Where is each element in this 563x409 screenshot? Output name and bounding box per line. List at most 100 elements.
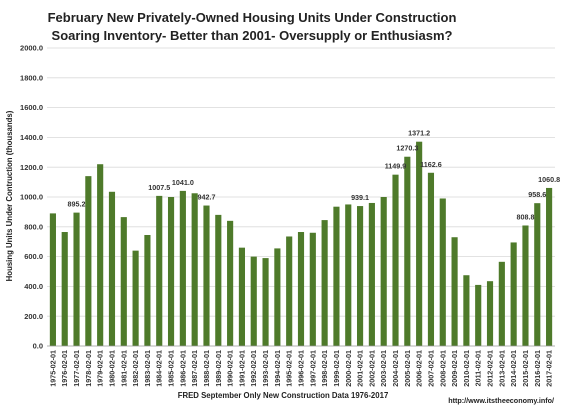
bar	[156, 195, 163, 346]
bar	[546, 187, 553, 346]
data-label: 1149.9	[385, 162, 407, 171]
bar	[49, 213, 56, 346]
bar	[439, 198, 446, 346]
bar	[286, 236, 293, 346]
y-axis-ticks: 0.0 200.0 400.0 600.0 800.0 1000.0 1200.0 1400.…	[20, 44, 43, 351]
x-tick-label: 1995-02-01	[285, 350, 294, 387]
bar	[238, 247, 246, 346]
y-tick-label: 2000.0	[20, 44, 43, 53]
x-tick-label: 2010-02-01	[462, 350, 471, 387]
x-tick-label: 1983-02-01	[143, 350, 152, 387]
x-tick-label: 1986-02-01	[178, 350, 187, 387]
data-label: 895.2	[68, 200, 86, 209]
y-tick-label: 1400.0	[20, 133, 43, 142]
x-tick-label: 1977-02-01	[72, 350, 81, 387]
x-tick-label: 2001-02-01	[356, 350, 365, 387]
bar	[498, 261, 505, 346]
bar	[475, 284, 482, 346]
bar	[274, 248, 281, 346]
x-tick-label: 2011-02-01	[474, 350, 483, 386]
bar	[61, 232, 68, 346]
x-tick-label: 1990-02-01	[226, 350, 235, 387]
data-label: 808.8	[516, 212, 534, 221]
x-tick-label: 1980-02-01	[107, 350, 116, 387]
bar	[510, 242, 517, 346]
y-tick-label: 1600.0	[20, 103, 43, 112]
x-tick-label: 1997-02-01	[308, 350, 317, 387]
bar	[404, 156, 411, 346]
x-tick-label: 1976-02-01	[60, 350, 69, 387]
bar	[534, 203, 541, 346]
data-label: 1270.3	[396, 144, 418, 153]
x-tick-label: 2013-02-01	[497, 350, 506, 387]
x-tick-label: 2016-02-01	[533, 350, 542, 387]
data-label: 942.7	[197, 193, 215, 202]
bar	[321, 220, 328, 346]
x-axis-ticks: 1975-02-01 1976-02-01 1977-02-01 1978-02-01…	[48, 350, 553, 387]
y-tick-label: 0.0	[33, 342, 43, 351]
x-tick-label: 2004-02-01	[391, 350, 400, 387]
bar	[167, 197, 175, 346]
x-tick-label: 2014-02-01	[509, 350, 518, 387]
x-tick-label: 2000-02-01	[344, 350, 353, 387]
x-tick-label: 1989-02-01	[214, 350, 223, 387]
x-tick-label: 1999-02-01	[332, 350, 341, 387]
x-tick-label: 1975-02-01	[48, 350, 57, 387]
bar	[250, 256, 257, 346]
y-tick-label: 200.0	[24, 312, 43, 321]
bar	[262, 258, 269, 346]
bar	[215, 214, 222, 346]
bar	[132, 250, 139, 346]
source-url: http://www.itstheeconomy.info/	[448, 396, 554, 405]
bar	[108, 191, 116, 346]
bar	[120, 217, 127, 346]
bar	[427, 172, 435, 346]
bar	[486, 281, 494, 346]
x-axis-label: FRED September Only New Construction Dat…	[178, 391, 389, 400]
x-tick-label: 2002-02-01	[367, 350, 376, 387]
bar	[345, 204, 352, 346]
x-tick-label: 2007-02-01	[426, 350, 435, 387]
bar	[97, 164, 104, 346]
bar	[463, 275, 470, 346]
bar	[333, 206, 340, 346]
bar	[380, 197, 387, 346]
bar	[356, 206, 364, 346]
x-tick-label: 1992-02-01	[249, 350, 258, 387]
x-tick-label: 2009-02-01	[450, 350, 459, 387]
y-tick-label: 1800.0	[20, 73, 43, 82]
bar	[368, 202, 375, 346]
x-tick-label: 2015-02-01	[521, 350, 530, 387]
bar	[191, 193, 198, 346]
y-tick-label: 1200.0	[20, 163, 43, 172]
x-tick-label: 1984-02-01	[155, 350, 164, 387]
x-tick-label: 1978-02-01	[84, 350, 93, 387]
data-label: 1162.6	[420, 160, 442, 169]
bar	[416, 141, 423, 346]
y-tick-label: 1000.0	[20, 193, 43, 202]
chart-subtitle: Soaring Inventory- Better than 2001- Ove…	[52, 28, 453, 43]
data-label: 939.1	[351, 193, 369, 202]
bar	[203, 205, 210, 346]
y-axis-label: Housing Units Under Contruction (thousan…	[5, 110, 14, 281]
data-label: 1041.0	[172, 178, 194, 187]
bar	[144, 234, 151, 346]
bar	[179, 190, 186, 346]
bar	[309, 232, 316, 346]
x-tick-label: 1994-02-01	[273, 350, 282, 387]
x-tick-label: 1987-02-01	[190, 350, 199, 387]
bar	[392, 174, 399, 346]
y-tick-label: 400.0	[24, 282, 43, 291]
bars	[49, 141, 553, 346]
bar	[522, 225, 529, 346]
x-tick-label: 2005-02-01	[403, 350, 412, 387]
x-tick-label: 2006-02-01	[415, 350, 424, 387]
y-tick-label: 800.0	[24, 222, 43, 231]
y-tick-label: 600.0	[24, 252, 43, 261]
x-tick-label: 1993-02-01	[261, 350, 270, 387]
bar	[85, 176, 92, 346]
x-tick-label: 1996-02-01	[297, 350, 306, 387]
x-tick-label: 1981-02-01	[119, 350, 128, 387]
data-label: 1007.5	[148, 183, 170, 192]
